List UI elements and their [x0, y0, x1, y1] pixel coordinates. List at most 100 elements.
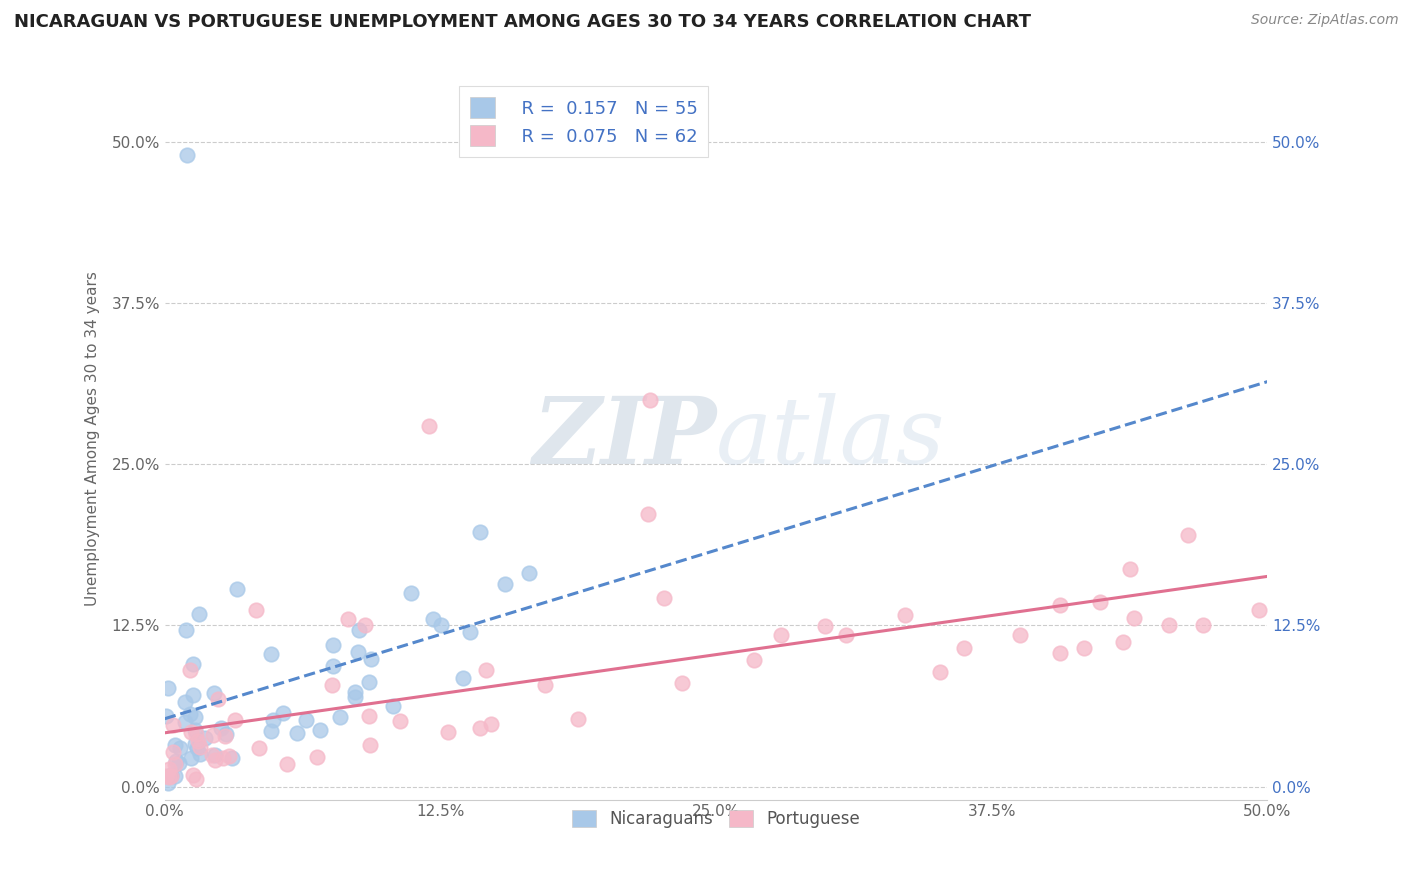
Point [357, 709, 380, 723]
Point [174, 695, 197, 709]
Point [437, 725, 460, 739]
Point [307, 750, 329, 764]
Point [321, 678, 343, 692]
Point [245, 602, 267, 616]
Text: NICARAGUAN VS PORTUGUESE UNEMPLOYMENT AMONG AGES 30 TO 34 YEARS CORRELATION CHAR: NICARAGUAN VS PORTUGUESE UNEMPLOYMENT AM… [14, 13, 1031, 31]
Text: ZIP: ZIP [531, 393, 716, 483]
Point [637, 507, 659, 521]
Point [202, 685, 225, 699]
Point [308, 723, 330, 738]
Point [186, 740, 208, 755]
Point [430, 617, 453, 632]
Point [814, 618, 837, 632]
Point [1123, 611, 1146, 625]
Point [1090, 595, 1112, 609]
Point [201, 747, 224, 762]
Point [165, 769, 187, 783]
Point [181, 767, 204, 781]
Point [1249, 603, 1271, 617]
Point [163, 738, 186, 752]
Point [184, 723, 207, 737]
Point [494, 577, 516, 591]
Point [183, 737, 205, 751]
Point [247, 741, 270, 756]
Point [1159, 618, 1181, 632]
Point [834, 628, 856, 642]
Point [259, 724, 281, 739]
Point [422, 612, 444, 626]
Point [155, 709, 177, 723]
Point [159, 762, 181, 776]
Point [1073, 640, 1095, 655]
Point [1049, 599, 1071, 613]
Point [184, 709, 207, 723]
Point [207, 692, 229, 706]
Point [224, 713, 246, 727]
Point [357, 674, 380, 689]
Point [160, 768, 183, 782]
Point [165, 754, 187, 768]
Point [295, 713, 318, 727]
Point [470, 721, 492, 735]
Point [322, 638, 344, 652]
Point [337, 612, 360, 626]
Point [460, 625, 482, 640]
Point [638, 392, 661, 407]
Point [181, 688, 204, 702]
Point [180, 751, 202, 765]
Point [1118, 562, 1140, 576]
Point [262, 713, 284, 727]
Point [360, 652, 382, 666]
Point [162, 718, 184, 732]
Point [328, 710, 350, 724]
Point [343, 690, 366, 705]
Text: Source: ZipAtlas.com: Source: ZipAtlas.com [1251, 13, 1399, 28]
Point [468, 524, 491, 539]
Point [1192, 618, 1215, 632]
Point [347, 645, 370, 659]
Point [157, 775, 180, 789]
Point [184, 727, 207, 741]
Point [353, 618, 375, 632]
Point [276, 756, 298, 771]
Point [349, 623, 371, 637]
Point [534, 678, 557, 692]
Point [156, 681, 179, 696]
Legend: Nicaraguans, Portuguese: Nicaraguans, Portuguese [565, 803, 866, 835]
Point [271, 706, 294, 720]
Point [167, 756, 190, 770]
Point [211, 722, 233, 736]
Point [359, 738, 381, 752]
Point [204, 748, 226, 763]
Point [188, 747, 211, 761]
Point [201, 728, 224, 742]
Point [162, 745, 184, 759]
Point [1010, 628, 1032, 642]
Point [155, 769, 177, 783]
Point [1112, 634, 1135, 648]
Point [418, 418, 440, 433]
Point [173, 714, 195, 729]
Point [475, 663, 498, 677]
Point [285, 725, 308, 739]
Point [260, 648, 283, 662]
Point [451, 672, 474, 686]
Point [187, 734, 209, 748]
Point [928, 665, 950, 679]
Point [1049, 646, 1071, 660]
Point [190, 739, 212, 754]
Point [180, 725, 202, 739]
Point [389, 714, 412, 728]
Point [567, 712, 589, 726]
Point [225, 582, 247, 596]
Point [160, 769, 183, 783]
Point [169, 741, 191, 756]
Point [671, 676, 693, 690]
Point [215, 727, 238, 741]
Point [894, 608, 917, 623]
Point [218, 748, 240, 763]
Point [953, 641, 976, 656]
Point [176, 148, 198, 162]
Point [184, 772, 207, 786]
Point [214, 729, 236, 743]
